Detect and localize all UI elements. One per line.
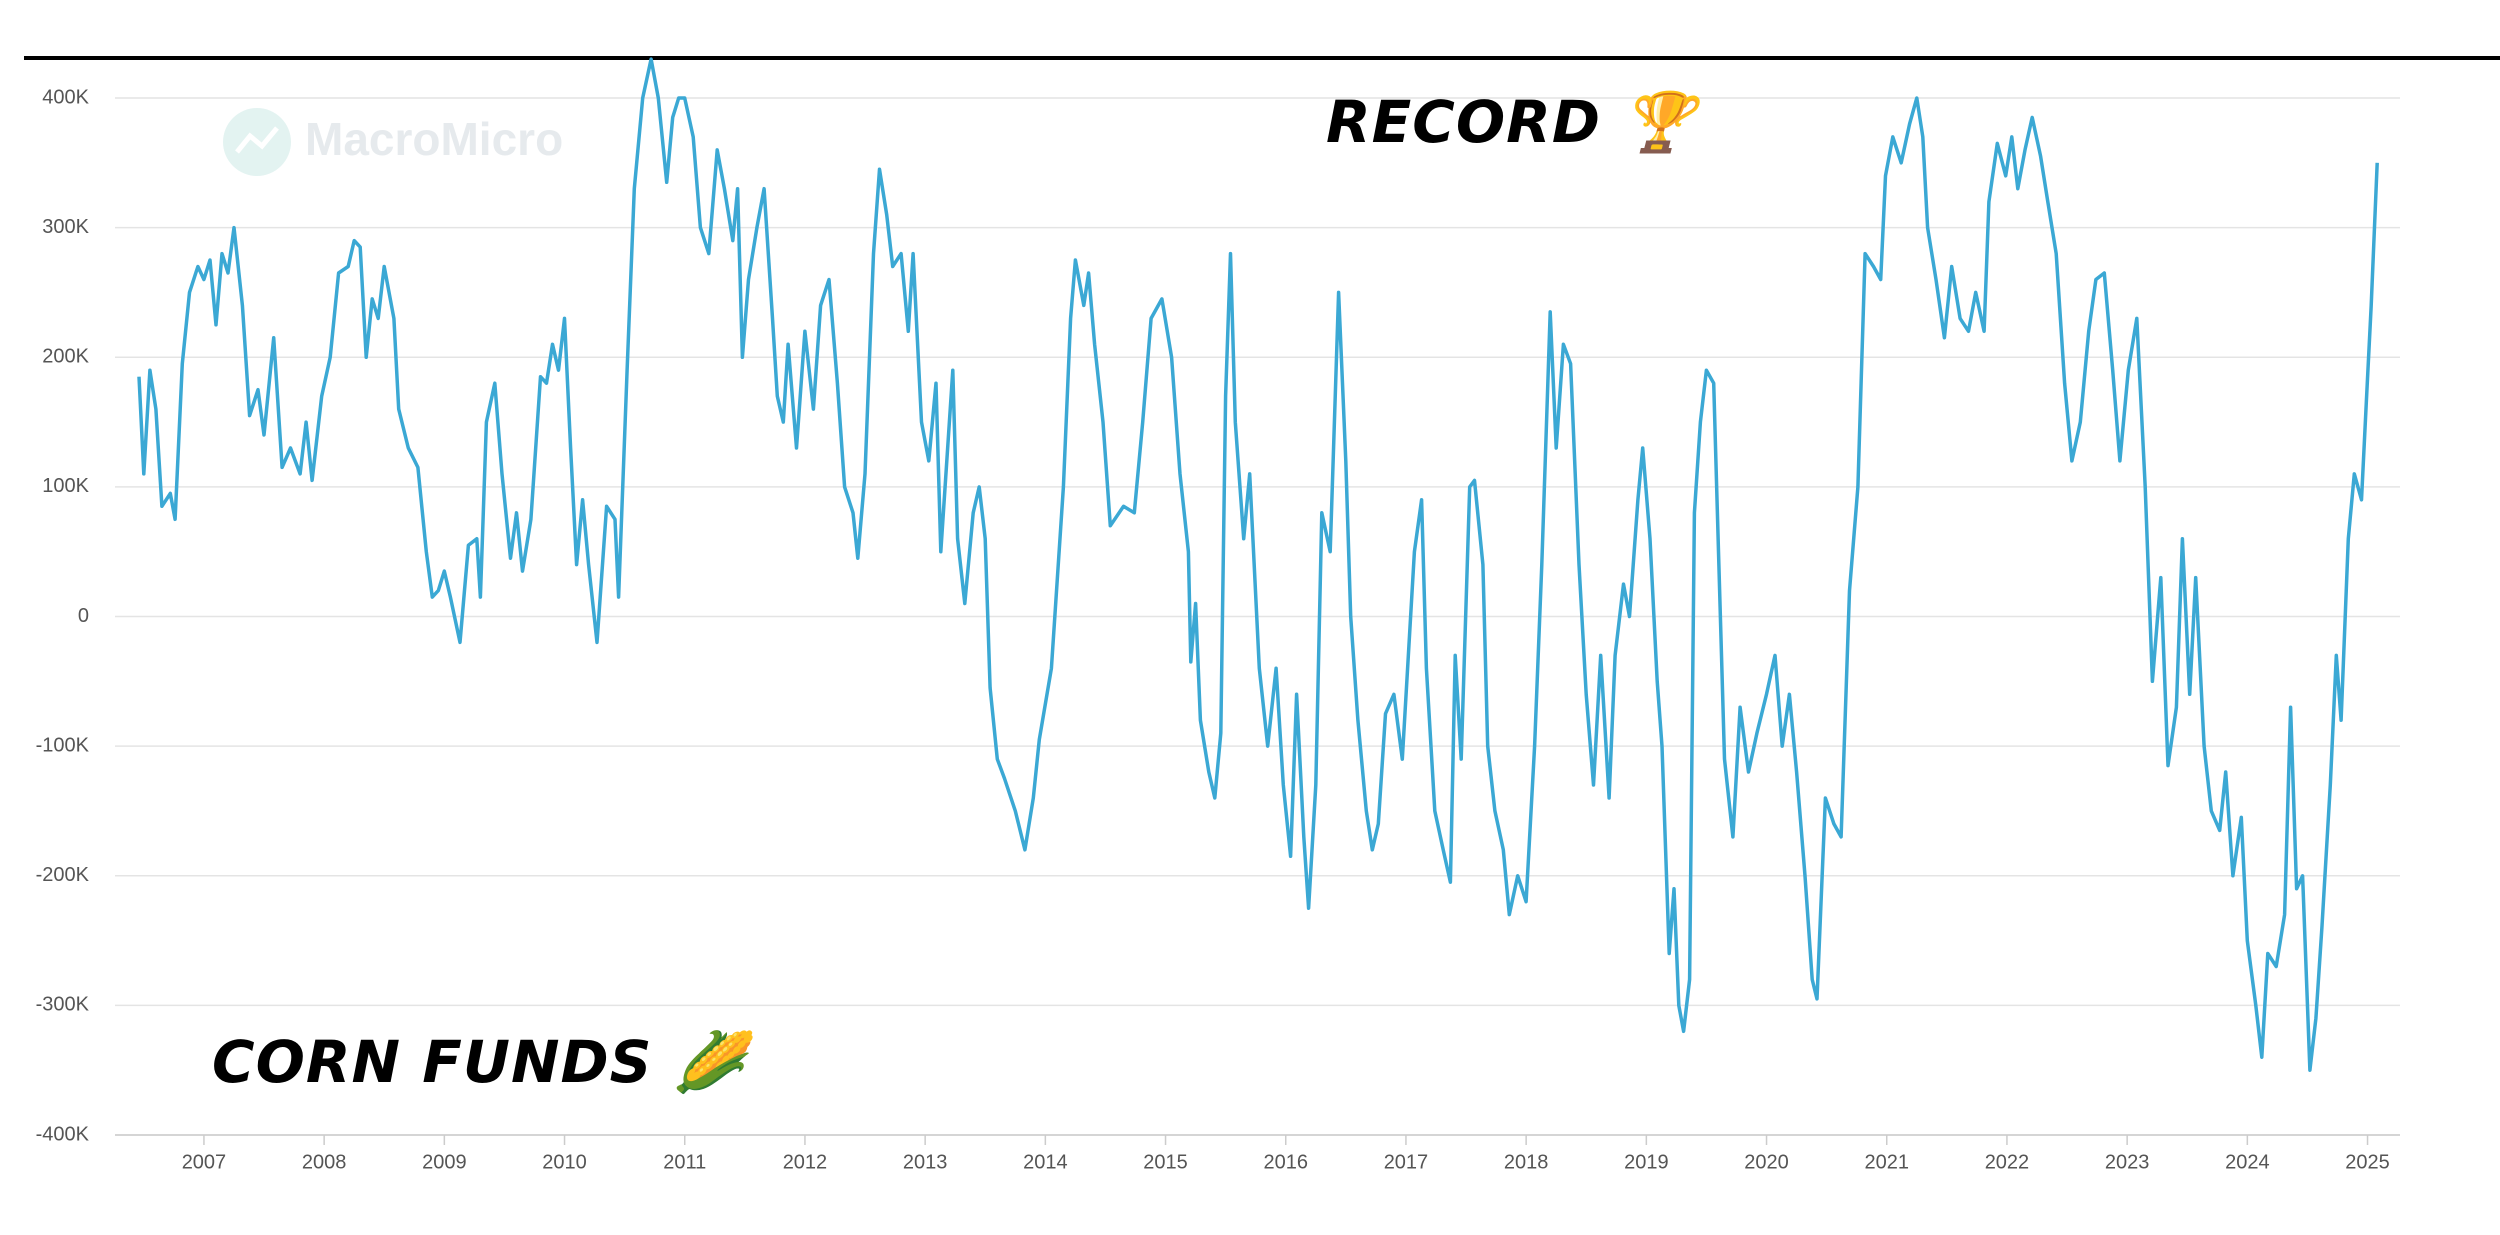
watermark: MacroMicro bbox=[305, 113, 563, 165]
y-tick-label: -100K bbox=[36, 734, 90, 756]
data-line bbox=[137, 57, 2379, 1072]
y-tick-label: -400K bbox=[36, 1123, 90, 1145]
x-tick-label: 2016 bbox=[1263, 1151, 1308, 1173]
y-tick-label: 400K bbox=[42, 86, 89, 108]
x-tick-label: 2025 bbox=[2345, 1151, 2390, 1173]
x-tick-label: 2015 bbox=[1143, 1151, 1188, 1173]
y-tick-label: 100K bbox=[42, 475, 89, 497]
y-tick-label: 200K bbox=[42, 346, 89, 368]
x-tick-label: 2011 bbox=[663, 1151, 706, 1173]
y-tick-label: 300K bbox=[42, 216, 89, 238]
x-tick-label: 2014 bbox=[1023, 1151, 1068, 1173]
plot bbox=[137, 57, 2379, 1072]
x-tick-label: 2023 bbox=[2105, 1151, 2150, 1173]
y-tick-label: -200K bbox=[36, 864, 90, 886]
x-tick-label: 2021 bbox=[1864, 1151, 1909, 1173]
x-tick-label: 2007 bbox=[182, 1151, 227, 1173]
y-tick-label: 0 bbox=[78, 605, 89, 627]
x-tick-label: 2017 bbox=[1384, 1151, 1429, 1173]
x-tick-label: 2020 bbox=[1744, 1151, 1789, 1173]
x-tick-label: 2022 bbox=[1985, 1151, 2030, 1173]
watermark-logo-mark bbox=[235, 126, 279, 154]
y-tick-label: -300K bbox=[36, 994, 90, 1016]
x-tick-label: 2024 bbox=[2225, 1151, 2270, 1173]
x-tick-label: 2012 bbox=[783, 1151, 828, 1173]
x-tick-label: 2008 bbox=[302, 1151, 347, 1173]
x-tick-label: 2018 bbox=[1504, 1151, 1549, 1173]
annotation: CORN FUNDS 🌽 bbox=[212, 1027, 757, 1096]
x-tick-label: 2019 bbox=[1624, 1151, 1669, 1173]
x-tick-label: 2013 bbox=[903, 1151, 948, 1173]
annotation: RECORD 🏆 bbox=[1326, 88, 1706, 156]
x-tick-label: 2010 bbox=[542, 1151, 587, 1173]
grid: -400K -300K -200K -100K 0 100K 200K 300K 400K 200… bbox=[36, 86, 2400, 1173]
x-tick-label: 2009 bbox=[422, 1151, 467, 1173]
